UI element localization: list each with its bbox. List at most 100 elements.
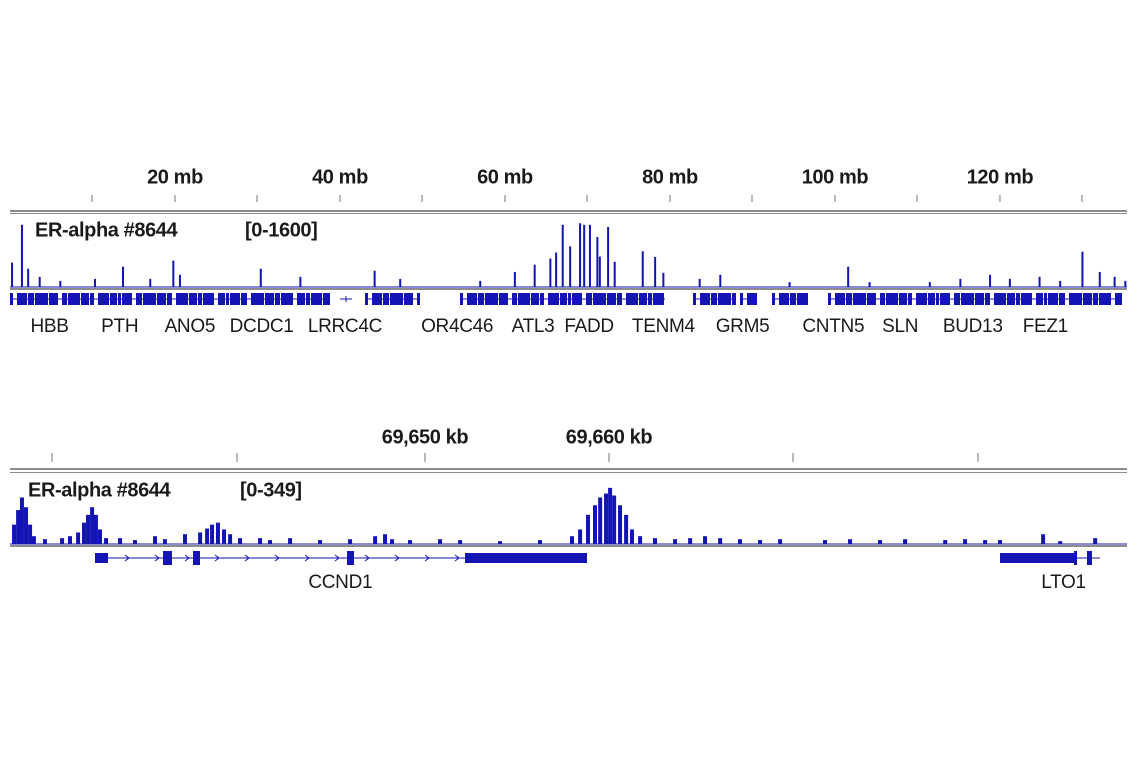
gene-label: SLN — [882, 316, 918, 337]
gene-block — [275, 293, 280, 305]
coverage-bar — [67, 536, 72, 544]
gene-block — [10, 293, 13, 305]
strand-arrow — [424, 554, 430, 562]
coverage-bar — [122, 266, 125, 287]
coverage-bar — [31, 536, 36, 544]
gene-block — [711, 293, 717, 305]
coverage-bar — [1113, 276, 1116, 287]
gene-block — [961, 293, 974, 305]
gene-block — [899, 293, 907, 305]
exon — [163, 551, 172, 565]
gene-block — [281, 293, 293, 305]
gene-block — [908, 293, 912, 305]
gene-block — [110, 293, 117, 305]
coverage-bar — [688, 538, 693, 544]
panel-frame — [10, 210, 1127, 547]
gene-block — [241, 293, 247, 305]
coverage-bar — [215, 522, 220, 544]
x-tick-label: 100 mb — [802, 166, 869, 188]
coverage-bar — [90, 507, 95, 544]
x-tick-label: 69,650 kb — [382, 426, 469, 448]
gene-block — [118, 293, 121, 305]
gene-block — [779, 293, 789, 305]
coverage-bar — [205, 528, 210, 544]
coverage-bar — [1081, 251, 1084, 287]
gene-block — [1083, 293, 1092, 305]
coverage-bar — [20, 224, 23, 287]
gene-block — [62, 293, 67, 305]
track-name: ER-alpha #8644 — [28, 479, 172, 501]
x-tick-label: 40 mb — [312, 166, 368, 188]
coverage-bar — [533, 264, 536, 287]
gene-block — [251, 293, 264, 305]
coverage-bar — [983, 540, 988, 544]
gene-block — [28, 293, 34, 305]
coverage-bar — [479, 280, 482, 287]
strand-arrow — [454, 554, 460, 562]
coverage-bar — [719, 274, 722, 287]
coverage-bar — [16, 510, 21, 544]
coverage-bar — [104, 538, 109, 544]
gene-block — [617, 293, 622, 305]
gene-block — [81, 293, 89, 305]
coverage-bar — [1038, 276, 1041, 287]
gene-block — [499, 293, 508, 305]
gene-block — [90, 293, 94, 305]
gene-block — [143, 293, 156, 305]
gene-block — [297, 293, 305, 305]
coverage-bar — [1093, 538, 1098, 544]
coverage-bar — [989, 274, 992, 287]
gene-label: ATL3 — [512, 316, 555, 337]
gene-block — [928, 293, 935, 305]
gene-block — [828, 293, 831, 305]
coverage-bar — [183, 534, 188, 544]
exon — [95, 553, 108, 563]
coverage-bar — [408, 540, 413, 544]
coverage-bar — [93, 278, 96, 287]
coverage-bar — [59, 280, 62, 287]
strand-arrow — [364, 554, 370, 562]
coverage-bar — [641, 251, 644, 287]
gene-label: CCND1 — [308, 572, 372, 593]
gene-block — [568, 293, 571, 305]
gene-block — [68, 293, 80, 305]
coverage-bar — [513, 271, 516, 287]
coverage-bar — [998, 540, 1003, 544]
gene-label: OR4C46 — [421, 316, 493, 337]
coverage-bar — [1008, 278, 1011, 287]
coverage-bar — [1098, 271, 1101, 287]
gene-block — [886, 293, 898, 305]
gene-block — [35, 293, 48, 305]
coverage-bar — [868, 282, 871, 287]
gene-label: ANO5 — [165, 316, 216, 337]
gene-block — [572, 293, 582, 305]
coverage-bar — [268, 540, 273, 544]
coverage-bar — [222, 529, 227, 544]
coverage-bar — [624, 514, 629, 544]
coverage-bar — [586, 514, 591, 544]
exon — [347, 551, 354, 565]
coverage-bar — [198, 532, 203, 544]
x-tick-label: 20 mb — [147, 166, 203, 188]
coverage-bar — [579, 223, 582, 287]
gene-block — [593, 293, 606, 305]
coverage-bar — [1058, 541, 1063, 544]
gene-label: CNTN5 — [802, 316, 864, 337]
coverage-bar — [847, 266, 850, 287]
gene-label: DCDC1 — [230, 316, 294, 337]
coverage-bar — [38, 276, 41, 287]
gene-block — [940, 293, 950, 305]
gene-block — [365, 293, 368, 305]
gene-block — [936, 293, 939, 305]
gene-label: FADD — [564, 316, 613, 337]
gene-block — [846, 293, 852, 305]
strand-arrow — [304, 554, 310, 562]
gene-block — [203, 293, 214, 305]
coverage-bar — [42, 539, 47, 544]
coverage-bar — [583, 224, 586, 287]
x-tick-label: 69,660 kb — [566, 426, 653, 448]
gene-block — [790, 293, 796, 305]
coverage-bar — [613, 261, 616, 287]
coverage-bar — [24, 507, 29, 544]
